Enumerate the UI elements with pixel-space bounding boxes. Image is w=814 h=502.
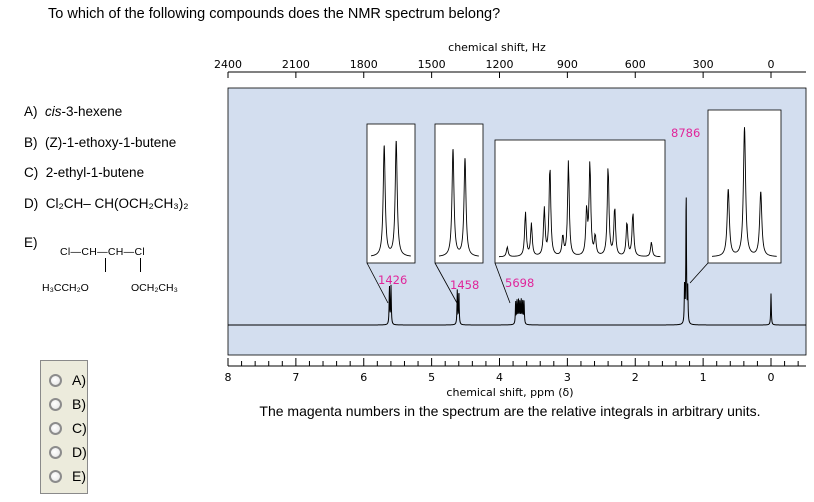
top-tick-label: 900	[557, 58, 578, 71]
bottom-axis-label: chemical shift, ppm (δ)	[446, 386, 573, 399]
bottom-tick-label: 8	[225, 371, 232, 384]
option-label: D)	[24, 196, 39, 211]
radio-label: E)	[72, 468, 86, 484]
radio-button[interactable]	[49, 397, 62, 411]
option-name-italic: cis	[45, 104, 62, 119]
inset-doublet-2	[434, 123, 484, 264]
top-tick-label: 0	[768, 58, 775, 71]
top-tick-label: 2100	[282, 58, 310, 71]
top-tick-label: 1800	[350, 58, 378, 71]
bond-line	[140, 258, 141, 272]
option-e-label: E)	[24, 235, 38, 250]
top-axis-label: chemical shift, Hz	[448, 41, 546, 54]
inset-multiplet-trace	[498, 160, 661, 258]
bottom-tick-label: 0	[768, 371, 775, 384]
bottom-tick-label: 6	[360, 371, 367, 384]
top-tick-label: 300	[693, 58, 714, 71]
radio-d[interactable]: D)	[49, 442, 87, 462]
leader-line	[494, 262, 511, 304]
option-b: B) (Z)-1-ethoxy-1-butene	[24, 135, 176, 150]
radio-button[interactable]	[49, 469, 62, 483]
note-text: The magenta numbers in the spectrum are …	[259, 403, 760, 419]
option-formula: Cl₂CH– CH(OCH₂CH₃)₂	[45, 196, 189, 211]
integral-label: 1458	[450, 278, 479, 292]
bond-line	[105, 258, 106, 272]
radio-button[interactable]	[49, 421, 62, 435]
radio-button[interactable]	[49, 445, 62, 459]
bottom-tick-label: 4	[496, 371, 503, 384]
integral-label: 1426	[378, 273, 407, 287]
radio-e[interactable]: E)	[49, 466, 86, 486]
integral-label: 8786	[671, 126, 700, 140]
top-tick-label: 2400	[214, 58, 242, 71]
top-tick-label: 1200	[486, 58, 514, 71]
option-e-top: Cl—CH—CH—Cl	[60, 246, 145, 258]
inset-doublet-1-trace	[370, 140, 411, 257]
radio-label: A)	[72, 372, 86, 388]
integral-label: 5698	[505, 276, 534, 290]
option-label: C)	[24, 165, 39, 180]
top-tick-label: 1500	[418, 58, 446, 71]
option-label: B)	[24, 135, 38, 150]
bottom-tick-label: 2	[632, 371, 639, 384]
leader-line	[434, 262, 458, 304]
radio-c[interactable]: C)	[49, 418, 87, 438]
spectrum-trace	[228, 197, 806, 326]
inset-doublet-1	[366, 123, 416, 264]
radio-b[interactable]: B)	[49, 394, 86, 414]
inset-triplet-trace	[711, 127, 777, 257]
radio-label: D)	[72, 444, 87, 460]
radio-label: C)	[72, 420, 87, 436]
radio-button[interactable]	[49, 373, 62, 387]
leader-line	[366, 262, 389, 304]
bottom-tick-label: 1	[700, 371, 707, 384]
question-text: To which of the following compounds does…	[48, 6, 501, 22]
option-e-right: OCH₂CH₃	[131, 282, 178, 294]
bottom-tick-label: 7	[292, 371, 299, 384]
radio-label: B)	[72, 396, 86, 412]
top-tick-label: 600	[625, 58, 646, 71]
radio-a[interactable]: A)	[49, 370, 86, 390]
option-name: (Z)-1-ethoxy-1-butene	[45, 135, 177, 150]
leader-line	[689, 262, 709, 284]
option-name: 2-ethyl-1-butene	[45, 165, 145, 180]
option-d: D) Cl₂CH– CH(OCH₂CH₃)₂	[24, 196, 188, 211]
option-name: -3-hexene	[61, 104, 123, 119]
bottom-tick-label: 5	[428, 371, 435, 384]
answer-choices: A) B) C) D) E)	[40, 360, 88, 494]
option-a: A) cis-3-hexene	[24, 104, 122, 119]
option-e-left: H₃CCH₂O	[42, 282, 89, 294]
option-label: A)	[24, 104, 38, 119]
option-c: C) 2-ethyl-1-butene	[24, 165, 144, 180]
inset-doublet-2-trace	[438, 149, 479, 257]
inset-multiplet	[494, 139, 666, 264]
bottom-tick-label: 3	[564, 371, 571, 384]
